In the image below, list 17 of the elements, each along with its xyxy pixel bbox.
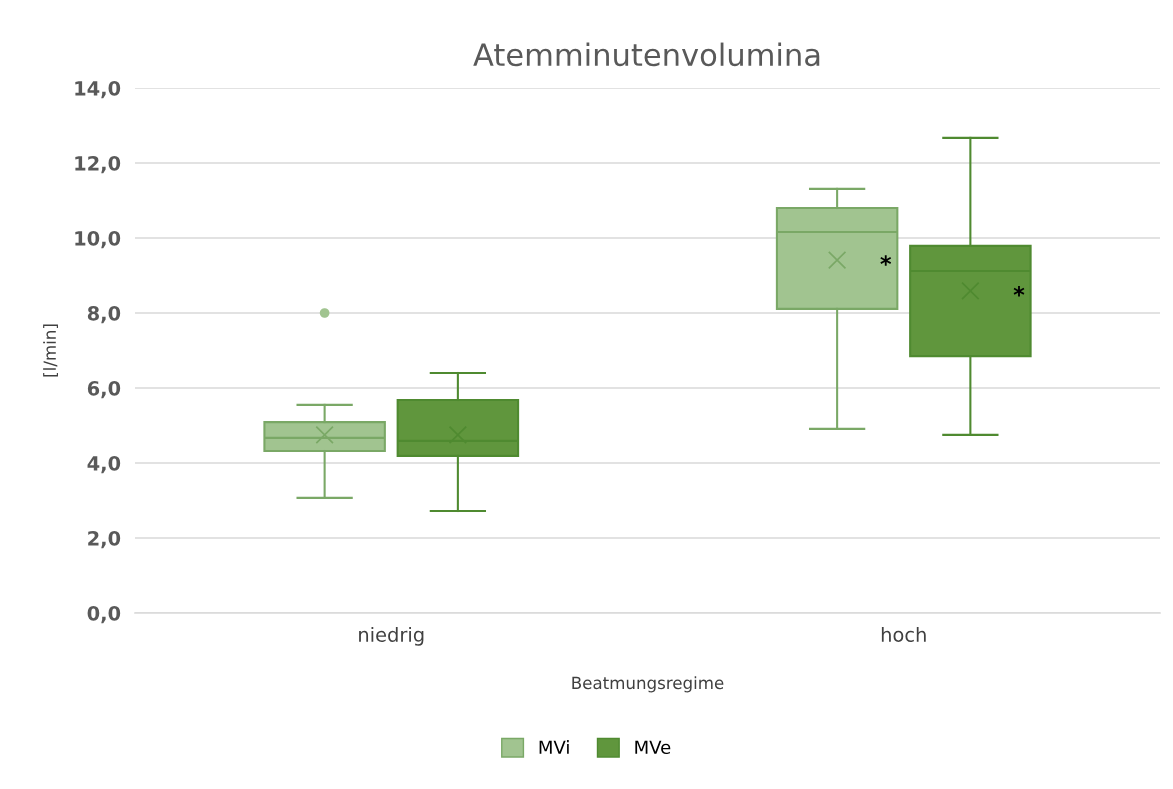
x-tick-label: hoch [881,626,926,642]
y-tick-label: 10,0 [75,230,121,249]
legend-label: MVe [635,740,671,755]
x-axis-title: Beatmungsregime [572,676,724,693]
chart-title: Atemminutenvolumina [473,42,820,67]
y-axis-title: [l/min] [43,324,58,377]
y-tick-label: 0,0 [87,605,121,624]
y-tick-label: 4,0 [87,455,121,474]
y-tick-label: 2,0 [88,530,121,549]
y-tick-label: 6,0 [87,380,121,399]
y-tick-label: 14,0 [75,80,121,99]
y-tick-label: 8,0 [87,305,121,324]
x-tick-label: niedrig [359,626,424,646]
annotation: * [880,255,892,266]
y-tick-label: 12,0 [75,155,121,174]
annotation: * [1013,286,1025,297]
legend-label: MVi [539,740,569,754]
